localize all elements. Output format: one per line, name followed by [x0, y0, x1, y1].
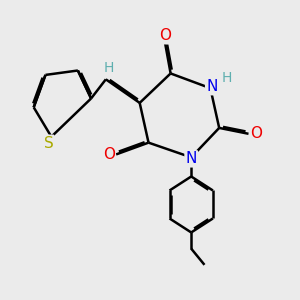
- Text: N: N: [206, 79, 218, 94]
- Text: H: H: [103, 61, 114, 75]
- Text: O: O: [103, 147, 115, 162]
- Text: O: O: [250, 126, 262, 141]
- Text: S: S: [44, 136, 53, 151]
- Text: N: N: [185, 151, 197, 166]
- Text: O: O: [159, 28, 171, 43]
- Text: H: H: [221, 71, 232, 85]
